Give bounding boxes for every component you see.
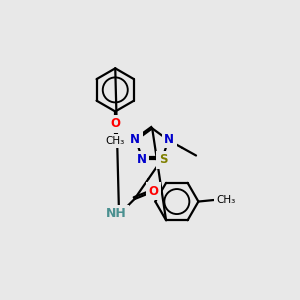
Text: O: O — [149, 185, 159, 198]
Text: NH: NH — [106, 207, 126, 220]
Text: N: N — [136, 153, 146, 166]
Text: O: O — [110, 117, 120, 130]
Text: N: N — [130, 133, 140, 146]
Text: CH₃: CH₃ — [106, 136, 125, 146]
Text: S: S — [159, 153, 167, 166]
Text: CH₃: CH₃ — [216, 195, 236, 205]
Text: N: N — [164, 133, 174, 146]
